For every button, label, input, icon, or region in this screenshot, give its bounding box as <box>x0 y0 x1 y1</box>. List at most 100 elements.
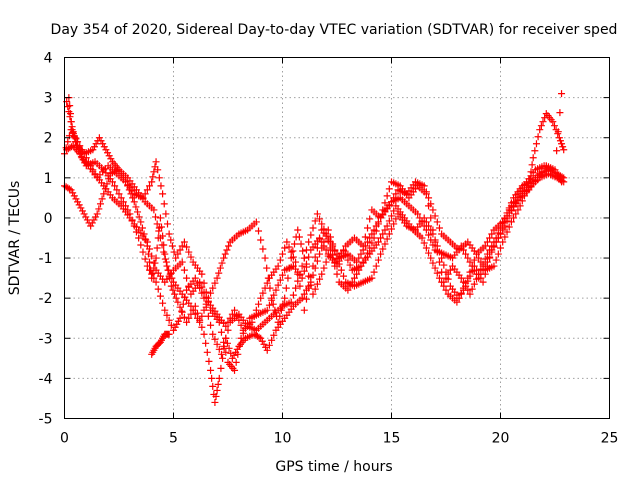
data-point <box>560 178 568 186</box>
data-point <box>75 201 83 209</box>
data-point <box>322 258 330 266</box>
data-point <box>528 161 536 169</box>
data-point <box>64 103 72 111</box>
data-point <box>183 274 191 282</box>
data-point <box>176 314 184 322</box>
data-point <box>272 286 280 294</box>
data-point <box>67 186 75 194</box>
data-point <box>257 236 265 244</box>
data-point <box>383 192 391 200</box>
data-point <box>479 266 487 274</box>
data-point <box>207 366 215 374</box>
data-point <box>453 298 461 306</box>
data-point <box>283 238 291 246</box>
data-point <box>366 234 374 242</box>
data-point <box>468 262 476 270</box>
data-point <box>180 313 188 321</box>
data-point <box>228 354 236 362</box>
data-point <box>135 213 143 221</box>
data-point <box>298 262 306 270</box>
data-point <box>429 259 437 267</box>
data-point <box>296 282 304 290</box>
data-point <box>302 260 310 268</box>
data-point <box>213 386 221 394</box>
data-point <box>322 246 330 254</box>
data-point <box>435 274 443 282</box>
data-point <box>179 300 187 308</box>
data-point <box>300 306 308 314</box>
data-point <box>374 218 382 226</box>
data-point <box>76 150 84 158</box>
data-point <box>137 218 145 226</box>
data-point <box>172 254 180 262</box>
data-point <box>89 146 97 154</box>
data-point <box>497 244 504 252</box>
data-point <box>372 222 380 230</box>
data-point <box>154 234 162 242</box>
data-point <box>68 123 76 131</box>
data-point <box>364 238 372 246</box>
data-point <box>216 264 224 272</box>
y-tick-label: 1 <box>44 171 53 187</box>
data-point <box>155 174 163 182</box>
data-point <box>316 250 324 258</box>
data-point <box>309 262 317 270</box>
data-point <box>429 206 437 214</box>
data-point <box>222 322 230 330</box>
data-point <box>309 290 317 298</box>
data-point <box>388 225 395 233</box>
data-point <box>263 279 271 287</box>
data-point <box>117 194 125 202</box>
data-point <box>446 266 454 274</box>
data-point <box>143 262 151 270</box>
x-tick-label: 15 <box>383 431 401 447</box>
data-point <box>558 177 566 185</box>
data-point <box>152 254 160 262</box>
data-point <box>383 222 391 230</box>
data-point <box>152 278 160 286</box>
data-point <box>366 215 374 223</box>
data-point <box>492 238 500 246</box>
data-point <box>154 166 162 174</box>
data-point <box>189 306 197 314</box>
data-point <box>88 219 96 227</box>
plot-frame <box>64 57 610 419</box>
data-point <box>385 230 393 238</box>
data-point <box>464 274 472 282</box>
data-point <box>137 241 145 249</box>
data-point <box>455 294 463 302</box>
data-point <box>150 206 158 214</box>
x-tick-label: 25 <box>601 431 619 447</box>
data-point <box>479 278 487 286</box>
data-point <box>222 334 230 342</box>
data-point <box>100 190 108 198</box>
data-point <box>427 214 435 222</box>
data-point <box>276 276 284 284</box>
data-point <box>333 250 341 258</box>
data-point <box>320 242 328 250</box>
data-point <box>361 233 369 241</box>
data-point <box>556 109 564 117</box>
data-point <box>268 296 276 304</box>
y-tick-label: 0 <box>44 211 53 227</box>
data-point <box>156 292 164 300</box>
data-point <box>239 329 247 337</box>
data-point <box>143 238 151 246</box>
data-point <box>209 284 217 292</box>
data-point <box>92 213 100 221</box>
data-point <box>211 335 219 343</box>
axis-ticks <box>64 57 610 419</box>
data-point <box>318 238 326 246</box>
data-point <box>483 258 491 266</box>
data-point <box>171 290 179 298</box>
data-point <box>297 240 305 248</box>
data-point <box>507 218 515 226</box>
data-point <box>477 270 485 278</box>
data-point <box>274 262 282 270</box>
data-point <box>300 290 308 298</box>
data-point <box>132 203 140 211</box>
data-point <box>313 257 321 265</box>
data-point <box>159 190 167 198</box>
data-point <box>176 246 184 254</box>
data-point <box>82 213 90 221</box>
